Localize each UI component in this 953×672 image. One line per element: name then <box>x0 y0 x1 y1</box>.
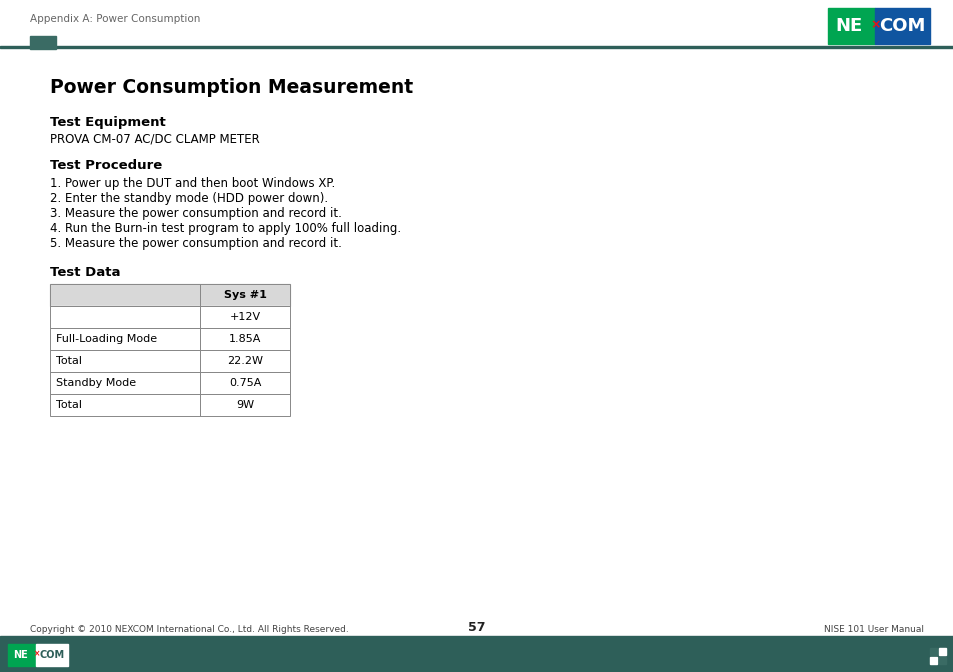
Text: 57: 57 <box>468 621 485 634</box>
Text: 3. Measure the power consumption and record it.: 3. Measure the power consumption and rec… <box>50 207 341 220</box>
Bar <box>200 284 290 306</box>
Text: NE: NE <box>13 650 28 660</box>
Bar <box>827 8 874 44</box>
Text: 4. Run the Burn-in test program to apply 100% full loading.: 4. Run the Burn-in test program to apply… <box>50 222 400 235</box>
Text: NE: NE <box>835 17 862 35</box>
Text: PROVA CM-07 AC/DC CLAMP METER: PROVA CM-07 AC/DC CLAMP METER <box>50 133 259 146</box>
Text: Standby Mode: Standby Mode <box>56 378 136 388</box>
Bar <box>50 394 290 416</box>
Bar <box>200 350 290 372</box>
Bar <box>35 644 68 666</box>
Bar <box>50 394 200 416</box>
Text: 1.85A: 1.85A <box>229 334 261 344</box>
Text: 2. Enter the standby mode (HDD power down).: 2. Enter the standby mode (HDD power dow… <box>50 192 328 205</box>
Text: 5. Measure the power consumption and record it.: 5. Measure the power consumption and rec… <box>50 237 341 250</box>
Text: 1. Power up the DUT and then boot Windows XP.: 1. Power up the DUT and then boot Window… <box>50 177 335 190</box>
Bar <box>938 648 945 655</box>
Bar <box>200 394 290 416</box>
Text: COM: COM <box>879 17 924 35</box>
Bar <box>50 372 200 394</box>
Text: Test Data: Test Data <box>50 266 120 279</box>
Text: Full-Loading Mode: Full-Loading Mode <box>56 334 157 344</box>
Bar <box>30 36 56 49</box>
Text: Total: Total <box>56 356 82 366</box>
Bar <box>0 636 953 672</box>
Text: Test Equipment: Test Equipment <box>50 116 166 129</box>
Text: Copyright © 2010 NEXCOM International Co., Ltd. All Rights Reserved.: Copyright © 2010 NEXCOM International Co… <box>30 625 349 634</box>
Bar <box>50 372 290 394</box>
Text: 0.75A: 0.75A <box>229 378 261 388</box>
Bar <box>50 284 290 306</box>
Bar <box>8 644 35 666</box>
Text: ×: × <box>32 650 39 659</box>
Text: Total: Total <box>56 400 82 410</box>
Text: Sys #1: Sys #1 <box>223 290 266 300</box>
Text: +12V: +12V <box>230 312 260 322</box>
Bar <box>200 306 290 328</box>
Bar <box>200 372 290 394</box>
Bar <box>874 8 929 44</box>
Text: 9W: 9W <box>235 400 253 410</box>
Text: ×: × <box>869 19 880 32</box>
Text: 22.2W: 22.2W <box>227 356 263 366</box>
Text: Power Consumption Measurement: Power Consumption Measurement <box>50 78 413 97</box>
Bar <box>0 46 953 48</box>
Text: Test Procedure: Test Procedure <box>50 159 162 172</box>
Bar <box>929 657 936 664</box>
Bar <box>50 350 200 372</box>
Bar <box>938 657 945 664</box>
Text: COM: COM <box>39 650 64 660</box>
Bar <box>50 350 290 372</box>
Bar <box>50 306 200 328</box>
Bar <box>200 328 290 350</box>
Bar <box>50 328 200 350</box>
Text: NISE 101 User Manual: NISE 101 User Manual <box>823 625 923 634</box>
Bar <box>50 328 290 350</box>
Bar <box>929 648 936 655</box>
Bar <box>50 284 200 306</box>
Text: Appendix A: Power Consumption: Appendix A: Power Consumption <box>30 14 200 24</box>
Bar <box>50 306 290 328</box>
